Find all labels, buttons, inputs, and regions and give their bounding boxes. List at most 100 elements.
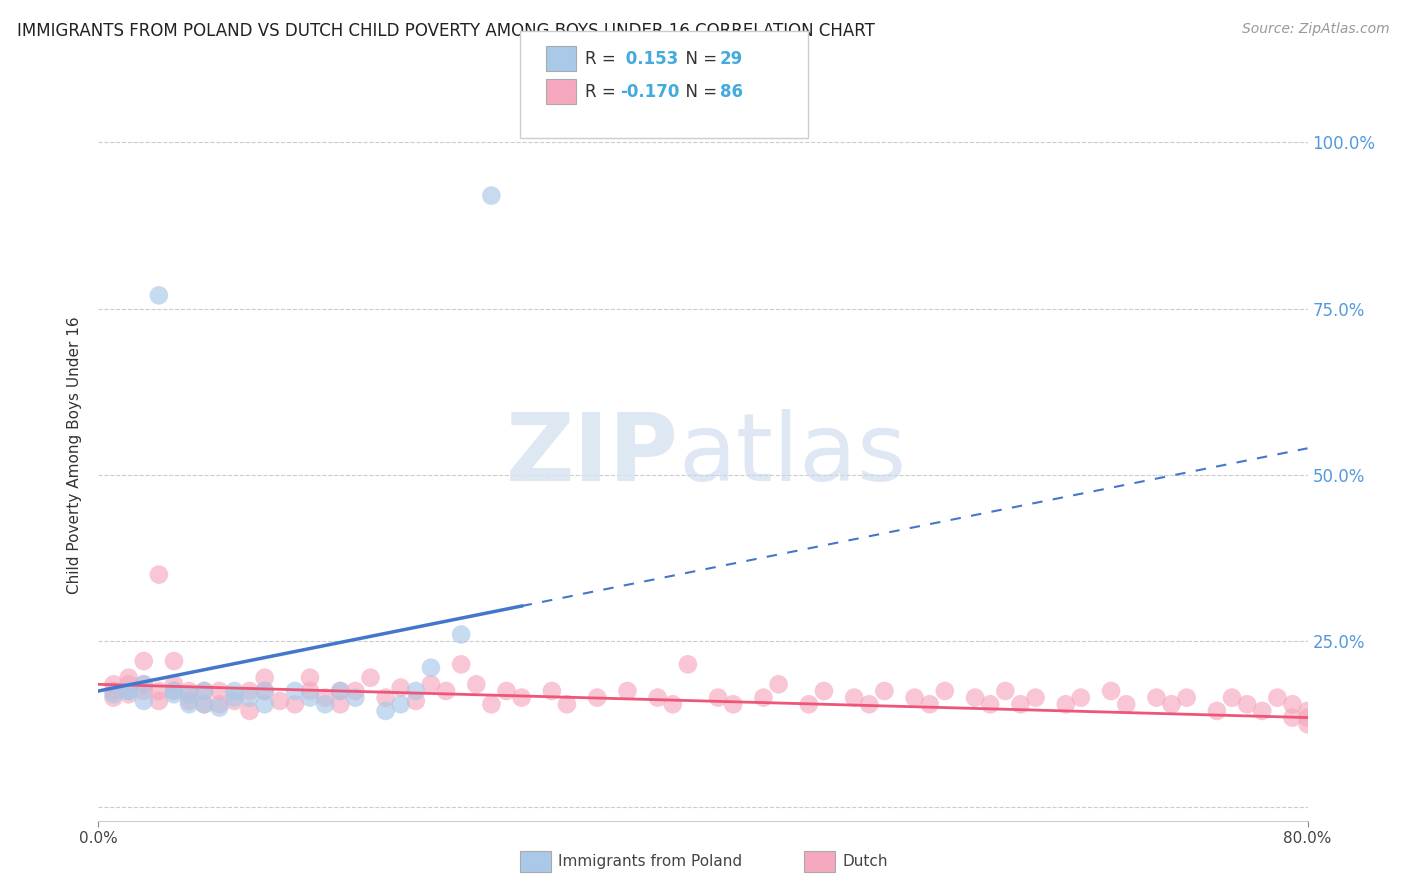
Point xyxy=(904,690,927,705)
Point xyxy=(239,704,262,718)
Point xyxy=(616,684,638,698)
Point xyxy=(510,690,533,705)
Point xyxy=(118,671,141,685)
Point xyxy=(405,694,427,708)
Text: Immigrants from Poland: Immigrants from Poland xyxy=(558,855,742,869)
Point xyxy=(1296,717,1319,731)
Point xyxy=(1251,704,1274,718)
Point xyxy=(299,690,322,705)
Point xyxy=(858,698,880,712)
Point xyxy=(918,698,941,712)
Text: ZIP: ZIP xyxy=(506,409,679,501)
Point xyxy=(389,698,412,712)
Text: 0.153: 0.153 xyxy=(620,50,678,68)
Point xyxy=(179,698,201,712)
Point xyxy=(965,690,987,705)
Point xyxy=(1296,704,1319,718)
Point xyxy=(163,654,186,668)
Text: R =: R = xyxy=(585,50,621,68)
Point xyxy=(148,567,170,582)
Point xyxy=(103,690,125,705)
Point xyxy=(1144,690,1167,705)
Point xyxy=(253,698,276,712)
Point xyxy=(1281,698,1303,712)
Point xyxy=(314,698,336,712)
Point xyxy=(193,698,215,712)
Point xyxy=(193,684,215,698)
Point xyxy=(208,684,231,698)
Point xyxy=(647,690,669,705)
Point xyxy=(420,661,443,675)
Point xyxy=(374,704,396,718)
Point xyxy=(374,690,396,705)
Point xyxy=(420,677,443,691)
Text: 86: 86 xyxy=(720,83,742,101)
Text: Source: ZipAtlas.com: Source: ZipAtlas.com xyxy=(1241,22,1389,37)
Point xyxy=(193,684,215,698)
Point xyxy=(299,671,322,685)
Point xyxy=(481,188,503,202)
Point xyxy=(344,684,367,698)
Point xyxy=(118,677,141,691)
Point xyxy=(239,690,262,705)
Point xyxy=(873,684,896,698)
Y-axis label: Child Poverty Among Boys Under 16: Child Poverty Among Boys Under 16 xyxy=(67,316,83,594)
Point xyxy=(163,684,186,698)
Point xyxy=(132,677,155,691)
Point xyxy=(224,684,246,698)
Point xyxy=(481,698,503,712)
Point xyxy=(797,698,820,712)
Text: IMMIGRANTS FROM POLAND VS DUTCH CHILD POVERTY AMONG BOYS UNDER 16 CORRELATION CH: IMMIGRANTS FROM POLAND VS DUTCH CHILD PO… xyxy=(17,22,875,40)
Point xyxy=(1206,704,1229,718)
Point xyxy=(163,677,186,691)
Point xyxy=(979,698,1001,712)
Point xyxy=(1070,690,1092,705)
Point xyxy=(389,681,412,695)
Point xyxy=(465,677,488,691)
Text: N =: N = xyxy=(675,50,723,68)
Point xyxy=(707,690,730,705)
Point xyxy=(329,684,352,698)
Point xyxy=(723,698,745,712)
Point xyxy=(148,288,170,302)
Point xyxy=(163,687,186,701)
Point xyxy=(329,698,352,712)
Point xyxy=(360,671,382,685)
Point xyxy=(661,698,683,712)
Point xyxy=(103,687,125,701)
Point xyxy=(1236,698,1258,712)
Point xyxy=(1010,698,1032,712)
Point xyxy=(450,657,472,672)
Point xyxy=(103,677,125,691)
Point xyxy=(163,684,186,698)
Point xyxy=(253,684,276,698)
Point xyxy=(813,684,835,698)
Point xyxy=(844,690,866,705)
Point xyxy=(329,684,352,698)
Point xyxy=(148,684,170,698)
Point xyxy=(253,684,276,698)
Point xyxy=(118,687,141,701)
Point xyxy=(1220,690,1243,705)
Point xyxy=(193,698,215,712)
Point xyxy=(1281,710,1303,724)
Point xyxy=(994,684,1017,698)
Point xyxy=(1296,710,1319,724)
Text: 29: 29 xyxy=(720,50,744,68)
Text: N =: N = xyxy=(675,83,723,101)
Point xyxy=(314,690,336,705)
Point xyxy=(344,690,367,705)
Point xyxy=(555,698,578,712)
Point xyxy=(132,694,155,708)
Text: Dutch: Dutch xyxy=(842,855,887,869)
Point xyxy=(450,627,472,641)
Point xyxy=(1160,698,1182,712)
Point xyxy=(224,690,246,705)
Point xyxy=(284,698,307,712)
Point xyxy=(284,684,307,698)
Point xyxy=(269,694,291,708)
Point xyxy=(676,657,699,672)
Point xyxy=(132,654,155,668)
Point xyxy=(103,684,125,698)
Point xyxy=(224,694,246,708)
